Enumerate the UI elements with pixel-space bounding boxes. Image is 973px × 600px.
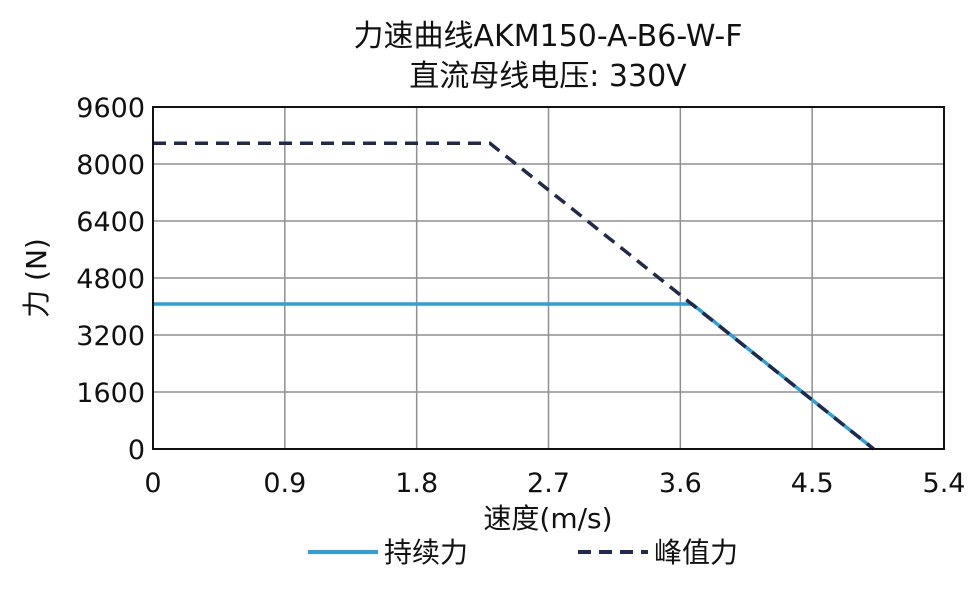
- x-tick-label: 0: [144, 468, 161, 499]
- x-tick-label: 2.7: [527, 468, 570, 499]
- x-tick-label: 4.5: [791, 468, 834, 499]
- x-tick-labels: 0 0.9 1.8 2.7 3.6 4.5 5.4: [144, 468, 965, 499]
- legend-label-1: 峰值力: [654, 536, 738, 569]
- series-line-0: [153, 302, 875, 451]
- x-tick-label: 3.6: [659, 468, 702, 499]
- grid-lines: [153, 107, 944, 449]
- y-tick-label: 8000: [76, 150, 145, 181]
- y-tick-label: 3200: [76, 321, 145, 352]
- y-tick-label: 4800: [76, 264, 145, 295]
- legend: 持续力 峰值力: [308, 536, 738, 569]
- y-axis-label: 力 (N): [20, 238, 53, 318]
- plot-frame: [152, 106, 945, 450]
- x-tick-label: 5.4: [923, 468, 966, 499]
- chart-title: 力速曲线AKM150-A-B6-W-F: [354, 19, 743, 54]
- x-tick-label: 1.8: [395, 468, 438, 499]
- legend-label-0: 持续力: [384, 536, 468, 569]
- y-tick-label: 1600: [76, 378, 145, 409]
- series-line-1: [153, 141, 875, 451]
- y-tick-label: 6400: [76, 207, 145, 238]
- y-tick-label: 9600: [76, 93, 145, 124]
- x-tick-label: 0.9: [263, 468, 306, 499]
- y-tick-labels: 0 1600 3200 4800 6400 8000 9600: [76, 93, 145, 466]
- y-tick-label: 0: [128, 435, 145, 466]
- chart-subtitle: 直流母线电压: 330V: [409, 59, 687, 94]
- x-axis-label: 速度(m/s): [483, 502, 612, 535]
- series-lines: [153, 141, 875, 451]
